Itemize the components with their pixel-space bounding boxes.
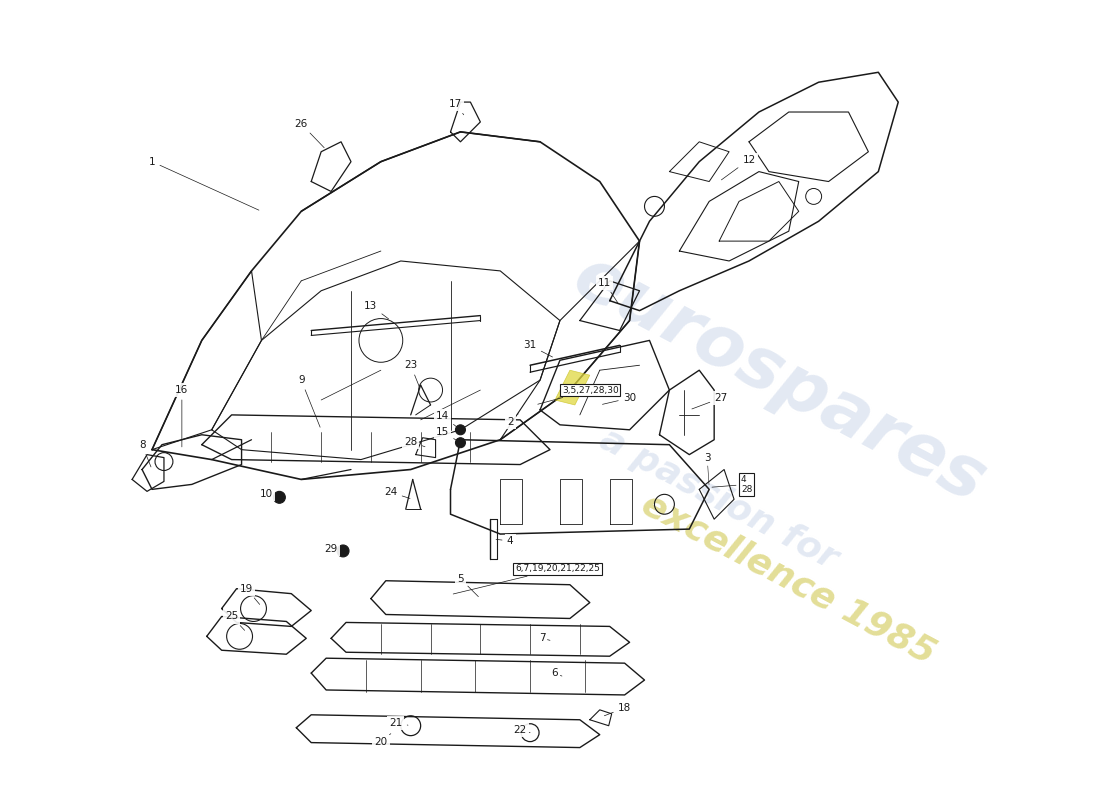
Text: 17: 17 bbox=[449, 99, 464, 114]
Text: 13: 13 bbox=[364, 301, 388, 319]
Text: 24: 24 bbox=[384, 487, 410, 498]
Text: 18: 18 bbox=[604, 703, 631, 716]
Text: 26: 26 bbox=[295, 119, 324, 148]
Text: 19: 19 bbox=[240, 584, 260, 605]
Text: 7: 7 bbox=[539, 634, 550, 643]
Text: 22: 22 bbox=[514, 725, 530, 734]
Text: 28: 28 bbox=[404, 437, 425, 446]
Text: 8: 8 bbox=[139, 440, 151, 467]
Text: 31: 31 bbox=[524, 340, 552, 357]
Text: 27: 27 bbox=[692, 393, 728, 409]
Text: 11: 11 bbox=[598, 278, 618, 303]
Polygon shape bbox=[556, 370, 590, 405]
Text: 9: 9 bbox=[298, 375, 320, 427]
Text: 14: 14 bbox=[436, 411, 459, 428]
Text: a passion for: a passion for bbox=[594, 422, 844, 576]
Text: excellence 1985: excellence 1985 bbox=[636, 487, 942, 670]
Text: 6,7,19,20,21,22,25: 6,7,19,20,21,22,25 bbox=[453, 564, 601, 594]
Text: 3: 3 bbox=[704, 453, 711, 485]
Circle shape bbox=[337, 545, 349, 557]
Text: 16: 16 bbox=[175, 385, 188, 447]
Circle shape bbox=[274, 491, 285, 503]
Text: 15: 15 bbox=[436, 426, 458, 442]
Text: 4: 4 bbox=[496, 536, 514, 546]
Text: 3,5,27,28,30: 3,5,27,28,30 bbox=[538, 386, 618, 404]
Text: 1: 1 bbox=[148, 157, 258, 210]
Text: 21: 21 bbox=[389, 718, 408, 728]
Text: 5: 5 bbox=[458, 574, 478, 597]
Text: 30: 30 bbox=[603, 393, 636, 404]
Circle shape bbox=[455, 425, 465, 434]
Text: eurospares: eurospares bbox=[561, 242, 997, 518]
Text: 10: 10 bbox=[260, 490, 279, 499]
Text: 6: 6 bbox=[552, 668, 562, 678]
Text: 29: 29 bbox=[324, 544, 343, 554]
Text: 4
28: 4 28 bbox=[712, 474, 752, 494]
Text: 2: 2 bbox=[507, 414, 518, 427]
Text: 23: 23 bbox=[404, 360, 419, 387]
Text: 12: 12 bbox=[722, 154, 756, 180]
Circle shape bbox=[455, 438, 465, 448]
Text: 20: 20 bbox=[374, 734, 390, 746]
Text: 25: 25 bbox=[226, 611, 244, 630]
